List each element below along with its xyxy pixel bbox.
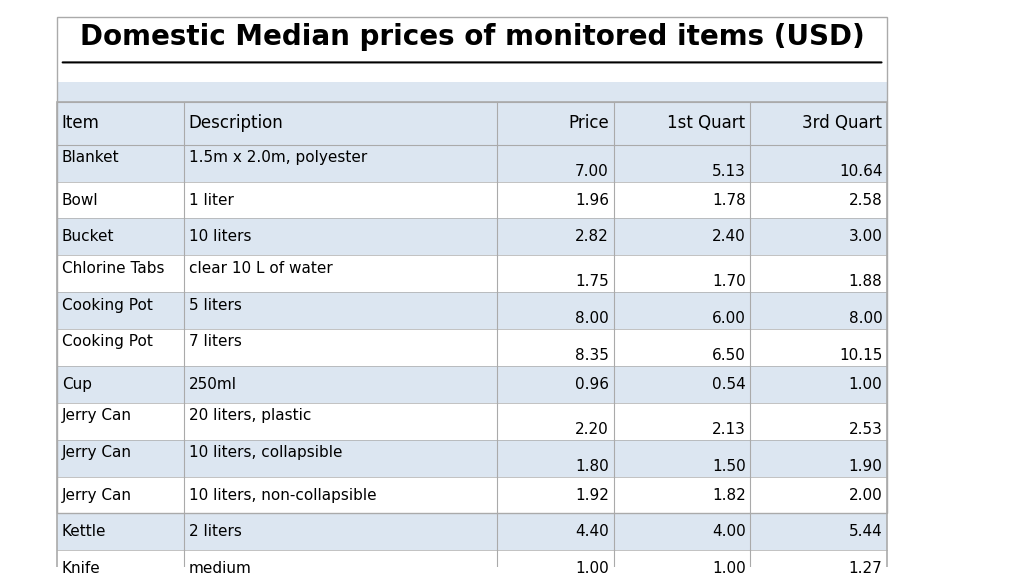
- Text: 4.40: 4.40: [575, 524, 609, 540]
- Text: clear 10 L of water: clear 10 L of water: [188, 261, 333, 276]
- FancyBboxPatch shape: [57, 513, 887, 551]
- FancyBboxPatch shape: [57, 255, 887, 292]
- Text: 2.82: 2.82: [575, 229, 609, 244]
- Text: 8.00: 8.00: [575, 311, 609, 326]
- FancyBboxPatch shape: [57, 439, 887, 476]
- Text: Cooking Pot: Cooking Pot: [61, 335, 153, 350]
- FancyBboxPatch shape: [57, 292, 887, 329]
- Text: 7.00: 7.00: [575, 164, 609, 179]
- Text: Knife: Knife: [61, 561, 100, 576]
- Text: 2.00: 2.00: [849, 487, 883, 502]
- Text: 10 liters, non-collapsible: 10 liters, non-collapsible: [188, 487, 377, 502]
- Text: 1.90: 1.90: [849, 458, 883, 474]
- Text: 1.82: 1.82: [712, 487, 745, 502]
- Text: 6.00: 6.00: [712, 311, 745, 326]
- FancyBboxPatch shape: [57, 181, 887, 218]
- Text: 2.40: 2.40: [712, 229, 745, 244]
- Text: 10.15: 10.15: [839, 348, 883, 363]
- FancyBboxPatch shape: [57, 476, 887, 513]
- FancyBboxPatch shape: [57, 102, 887, 145]
- Text: Jerry Can: Jerry Can: [61, 487, 132, 502]
- FancyBboxPatch shape: [57, 145, 887, 181]
- Text: 2.20: 2.20: [575, 422, 609, 437]
- Text: Price: Price: [568, 115, 609, 132]
- Text: Chlorine Tabs: Chlorine Tabs: [61, 261, 164, 276]
- Text: 1.50: 1.50: [712, 458, 745, 474]
- FancyBboxPatch shape: [57, 329, 887, 366]
- Text: 1.92: 1.92: [574, 487, 609, 502]
- Text: 250ml: 250ml: [188, 377, 237, 392]
- Text: 7 liters: 7 liters: [188, 335, 242, 350]
- FancyBboxPatch shape: [57, 366, 887, 403]
- Text: Blanket: Blanket: [61, 150, 120, 165]
- Text: 1st Quart: 1st Quart: [668, 115, 745, 132]
- Text: 6.50: 6.50: [712, 348, 745, 363]
- Text: 2.13: 2.13: [712, 422, 745, 437]
- Text: 5.13: 5.13: [712, 164, 745, 179]
- Text: 4.00: 4.00: [712, 524, 745, 540]
- Text: 1.88: 1.88: [849, 274, 883, 289]
- Text: 2.53: 2.53: [849, 422, 883, 437]
- Text: Description: Description: [188, 115, 284, 132]
- Text: 1.00: 1.00: [712, 561, 745, 576]
- Text: Jerry Can: Jerry Can: [61, 445, 132, 460]
- Text: Domestic Median prices of monitored items (USD): Domestic Median prices of monitored item…: [80, 23, 864, 51]
- FancyBboxPatch shape: [57, 403, 887, 439]
- Text: 1.96: 1.96: [574, 192, 609, 207]
- Text: Cooking Pot: Cooking Pot: [61, 298, 153, 313]
- Text: 2 liters: 2 liters: [188, 524, 242, 540]
- Text: 0.96: 0.96: [574, 377, 609, 392]
- FancyBboxPatch shape: [57, 218, 887, 255]
- Text: 1.5m x 2.0m, polyester: 1.5m x 2.0m, polyester: [188, 150, 367, 165]
- FancyBboxPatch shape: [57, 82, 887, 102]
- FancyBboxPatch shape: [57, 551, 887, 576]
- Text: 1.70: 1.70: [712, 274, 745, 289]
- Text: 8.00: 8.00: [849, 311, 883, 326]
- Text: Item: Item: [61, 115, 99, 132]
- Text: Kettle: Kettle: [61, 524, 106, 540]
- Text: 0.54: 0.54: [712, 377, 745, 392]
- Text: Bowl: Bowl: [61, 192, 98, 207]
- Text: Jerry Can: Jerry Can: [61, 408, 132, 423]
- Text: 5.44: 5.44: [849, 524, 883, 540]
- Text: Cup: Cup: [61, 377, 92, 392]
- Text: 1.00: 1.00: [849, 377, 883, 392]
- Text: 5 liters: 5 liters: [188, 298, 242, 313]
- Text: 2.58: 2.58: [849, 192, 883, 207]
- Text: 1.78: 1.78: [712, 192, 745, 207]
- Text: 1.27: 1.27: [849, 561, 883, 576]
- Text: 20 liters, plastic: 20 liters, plastic: [188, 408, 311, 423]
- Text: Bucket: Bucket: [61, 229, 115, 244]
- Text: 10 liters: 10 liters: [188, 229, 251, 244]
- Text: 1 liter: 1 liter: [188, 192, 233, 207]
- Text: medium: medium: [188, 561, 252, 576]
- Text: 1.80: 1.80: [575, 458, 609, 474]
- Text: 3rd Quart: 3rd Quart: [803, 115, 883, 132]
- Text: 1.75: 1.75: [575, 274, 609, 289]
- Text: 8.35: 8.35: [574, 348, 609, 363]
- Text: 10.64: 10.64: [839, 164, 883, 179]
- Text: 10 liters, collapsible: 10 liters, collapsible: [188, 445, 342, 460]
- Text: 1.00: 1.00: [575, 561, 609, 576]
- Text: 3.00: 3.00: [849, 229, 883, 244]
